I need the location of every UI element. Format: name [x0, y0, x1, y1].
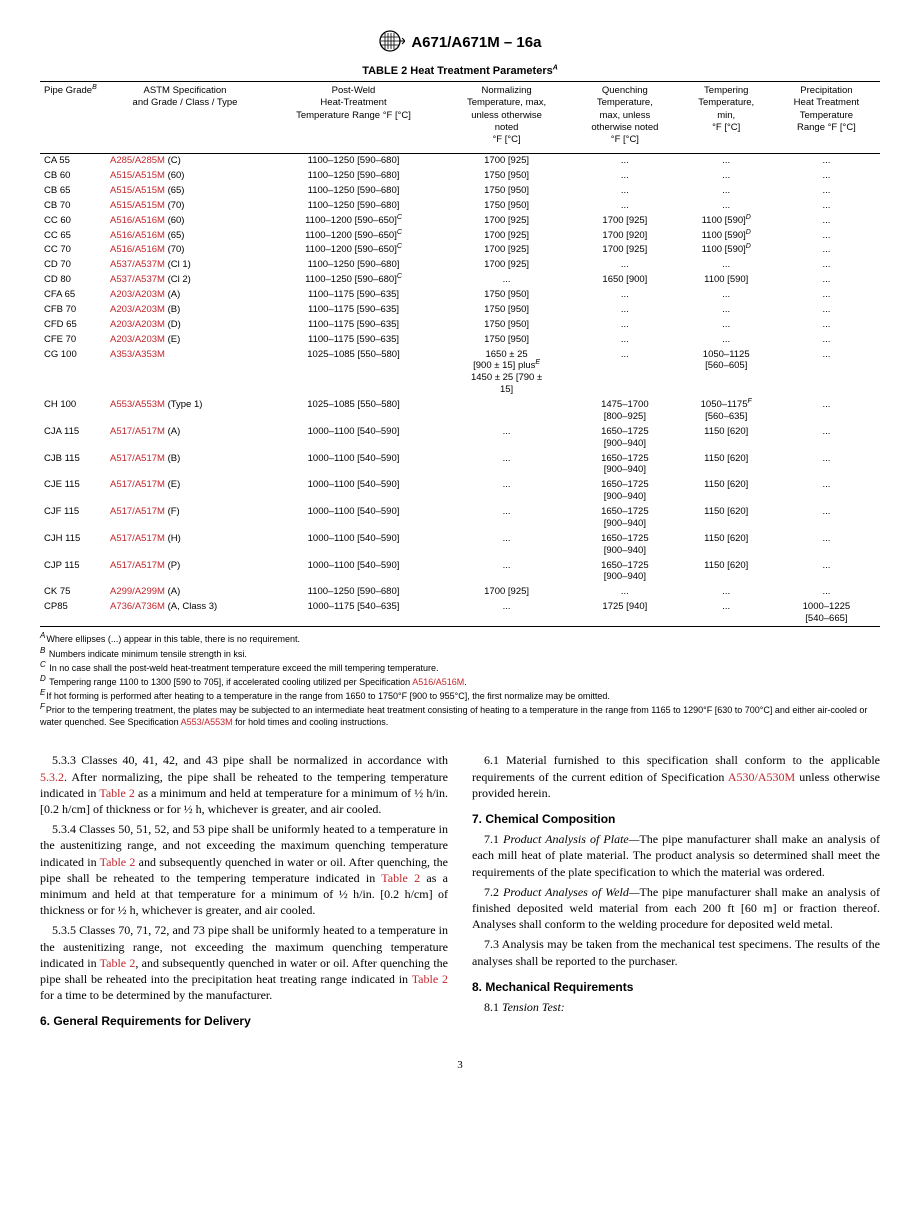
col-precipitation: PrecipitationHeat TreatmentTemperatureRa… — [773, 82, 880, 154]
heading-7: 7. Chemical Composition — [472, 811, 880, 827]
para-71: 7.1 Product Analysis of Plate—The pipe m… — [472, 831, 880, 880]
link-table2[interactable]: Table 2 — [412, 972, 448, 986]
spec-link[interactable]: A285/A285M — [110, 155, 165, 166]
table-row: CC 65A516/A516M (65)1100–1200 [590–650]C… — [40, 228, 880, 243]
col-quenching: QuenchingTemperature,max, unlessotherwis… — [570, 82, 679, 154]
spec-link[interactable]: A517/A517M — [110, 479, 165, 490]
col-pipe-grade: Pipe GradeB — [40, 82, 106, 154]
table-row: CH 100A553/A553M (Type 1)1025–1085 [550–… — [40, 398, 880, 425]
table-row: CG 100A353/A353M1025–1085 [550–580]1650 … — [40, 347, 880, 398]
link-table2[interactable]: Table 2 — [381, 871, 420, 885]
table-title: TABLE 2 Heat Treatment ParametersA — [40, 65, 880, 77]
spec-link[interactable]: A553/A553M — [110, 399, 165, 410]
para-535: 5.3.5 Classes 70, 71, 72, and 73 pipe sh… — [40, 922, 448, 1003]
para-61: 6.1 Material furnished to this specifica… — [472, 752, 880, 801]
link-a530[interactable]: A530/A530M — [728, 770, 795, 784]
table-row: CJB 115A517/A517M (B)1000–1100 [540–590]… — [40, 451, 880, 478]
spec-link[interactable]: A299/A299M — [110, 586, 165, 597]
page-header: A671/A671M – 16a — [40, 30, 880, 55]
spec-link[interactable]: A515/A515M — [110, 200, 165, 211]
table-row: CB 65A515/A515M (65)1100–1250 [590–680]1… — [40, 183, 880, 198]
spec-link[interactable]: A203/A203M — [110, 289, 165, 300]
table-footnotes: AWhere ellipses (...) appear in this tab… — [40, 631, 880, 728]
spec-link[interactable]: A515/A515M — [110, 170, 165, 181]
spec-link[interactable]: A517/A517M — [110, 533, 165, 544]
table-row: CJE 115A517/A517M (E)1000–1100 [540–590]… — [40, 478, 880, 505]
para-72: 7.2 Product Analyses of Weld—The pipe ma… — [472, 884, 880, 933]
astm-logo-icon — [379, 30, 405, 55]
spec-link[interactable]: A353/A353M — [110, 349, 165, 360]
table-row: CP85A736/A736M (A, Class 3)1000–1175 [54… — [40, 600, 880, 627]
table-row: CB 70A515/A515M (70)1100–1250 [590–680]1… — [40, 198, 880, 213]
para-533: 5.3.3 Classes 40, 41, 42, and 43 pipe sh… — [40, 752, 448, 817]
table-row: CFD 65A203/A203M (D)1100–1175 [590–635]1… — [40, 317, 880, 332]
link-a516[interactable]: A516/A516M — [412, 677, 464, 687]
spec-link[interactable]: A203/A203M — [110, 334, 165, 345]
table-row: CJA 115A517/A517M (A)1000–1100 [540–590]… — [40, 424, 880, 451]
spec-link[interactable]: A517/A517M — [110, 453, 165, 464]
spec-title: A671/A671M – 16a — [411, 34, 541, 51]
table-row: CA 55A285/A285M (C)1100–1250 [590–680]17… — [40, 153, 880, 168]
spec-link[interactable]: A537/A537M — [110, 259, 165, 270]
spec-link[interactable]: A736/A736M — [110, 601, 165, 612]
table-row: CJF 115A517/A517M (F)1000–1100 [540–590]… — [40, 505, 880, 532]
para-73: 7.3 Analysis may be taken from the mecha… — [472, 936, 880, 968]
spec-link[interactable]: A517/A517M — [110, 426, 165, 437]
spec-link[interactable]: A516/A516M — [110, 244, 165, 255]
table-row: CD 70A537/A537M (Cl 1)1100–1250 [590–680… — [40, 258, 880, 273]
heading-8: 8. Mechanical Requirements — [472, 979, 880, 995]
link-table2[interactable]: Table 2 — [99, 786, 135, 800]
heading-6: 6. General Requirements for Delivery — [40, 1013, 448, 1029]
heat-treatment-table: Pipe GradeB ASTM Specificationand Grade … — [40, 81, 880, 627]
table-row: CB 60A515/A515M (60)1100–1250 [590–680]1… — [40, 169, 880, 184]
table-row: CFE 70A203/A203M (E)1100–1175 [590–635]1… — [40, 332, 880, 347]
col-normalizing: NormalizingTemperature, max,unless other… — [443, 82, 570, 154]
table-row: CK 75A299/A299M (A)1100–1250 [590–680]17… — [40, 585, 880, 600]
spec-link[interactable]: A515/A515M — [110, 185, 165, 196]
spec-link[interactable]: A203/A203M — [110, 304, 165, 315]
table-row: CJP 115A517/A517M (P)1000–1100 [540–590]… — [40, 558, 880, 585]
spec-link[interactable]: A517/A517M — [110, 506, 165, 517]
para-81: 8.1 Tension Test: — [472, 999, 880, 1015]
link-532[interactable]: 5.3.2 — [40, 770, 64, 784]
table-row: CD 80A537/A537M (Cl 2)1100–1250 [590–680… — [40, 273, 880, 288]
page-number: 3 — [40, 1059, 880, 1071]
link-table2[interactable]: Table 2 — [100, 855, 136, 869]
table-row: CFB 70A203/A203M (B)1100–1175 [590–635]1… — [40, 302, 880, 317]
table-row: CFA 65A203/A203M (A)1100–1175 [590–635]1… — [40, 288, 880, 303]
spec-link[interactable]: A516/A516M — [110, 215, 165, 226]
table-row: CJH 115A517/A517M (H)1000–1100 [540–590]… — [40, 531, 880, 558]
body-text: 5.3.3 Classes 40, 41, 42, and 43 pipe sh… — [40, 752, 880, 1029]
para-534: 5.3.4 Classes 50, 51, 52, and 53 pipe sh… — [40, 821, 448, 918]
spec-link[interactable]: A517/A517M — [110, 560, 165, 571]
spec-link[interactable]: A537/A537M — [110, 274, 165, 285]
link-table2[interactable]: Table 2 — [100, 956, 136, 970]
table-row: CC 60A516/A516M (60)1100–1200 [590–650]C… — [40, 213, 880, 228]
link-a553[interactable]: A553/A553M — [181, 717, 233, 727]
table-row: CC 70A516/A516M (70)1100–1200 [590–650]C… — [40, 243, 880, 258]
col-post-weld: Post-WeldHeat-TreatmentTemperature Range… — [264, 82, 443, 154]
col-tempering: TemperingTemperature,min,°F [°C] — [680, 82, 773, 154]
spec-link[interactable]: A516/A516M — [110, 230, 165, 241]
col-astm-spec: ASTM Specificationand Grade / Class / Ty… — [106, 82, 264, 154]
spec-link[interactable]: A203/A203M — [110, 319, 165, 330]
